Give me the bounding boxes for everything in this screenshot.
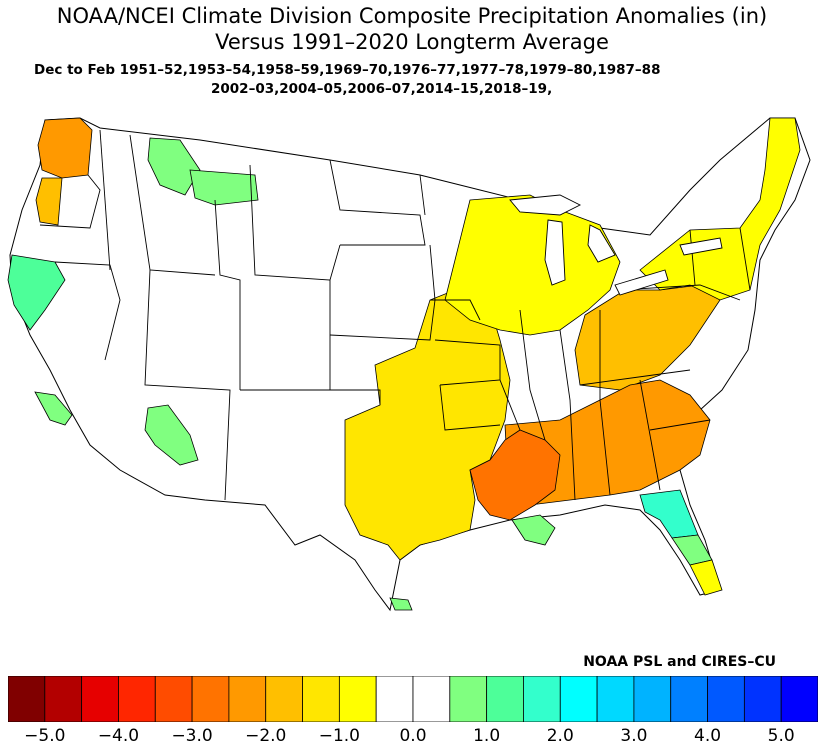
legend-swatch xyxy=(8,676,46,722)
anomaly-regions xyxy=(7,117,801,611)
legend-swatch xyxy=(302,676,340,722)
legend-label: 3.0 xyxy=(620,726,648,746)
legend-swatch xyxy=(633,676,672,722)
legend-label: −2.0 xyxy=(245,726,287,746)
region-louisiana-coast xyxy=(511,514,556,546)
legend-label: −1.0 xyxy=(318,726,360,746)
legend-swatch xyxy=(118,676,156,722)
region-north-florida xyxy=(639,489,699,539)
legend-swatch xyxy=(523,676,561,722)
region-ohio-valley xyxy=(574,284,721,391)
state-borders xyxy=(39,129,751,501)
legend-label: 0.0 xyxy=(399,726,427,746)
legend-swatch xyxy=(44,676,83,722)
legend-label: −5.0 xyxy=(24,726,66,746)
legend-swatch xyxy=(559,676,598,722)
region-western-washington xyxy=(37,117,93,179)
legend-swatch xyxy=(412,676,451,722)
period-line-1: Dec to Feb 1951–52,1953–54,1958–59,1969–… xyxy=(34,62,661,78)
region-western-oregon xyxy=(35,177,63,226)
region-northern-rockies-b xyxy=(189,169,259,206)
legend-swatch xyxy=(338,676,377,722)
legend-swatch xyxy=(486,676,524,722)
legend-label: 1.0 xyxy=(473,726,501,746)
legend-swatch xyxy=(780,676,818,722)
region-south-texas xyxy=(389,597,413,611)
legend-swatch xyxy=(707,676,745,722)
credit-label: NOAA PSL and CIRES–CU xyxy=(583,654,776,670)
chart-title: NOAA/NCEI Climate Division Composite Pre… xyxy=(56,4,768,28)
legend-label: 5.0 xyxy=(767,726,795,746)
legend-swatch xyxy=(191,676,230,722)
legend-swatch xyxy=(154,676,193,722)
legend-label: −3.0 xyxy=(171,726,213,746)
region-southern-california xyxy=(34,391,73,426)
great-lakes-water xyxy=(509,194,723,296)
period-line-2: 2002–03,2004–05,2006–07,2014–15,2018–19, xyxy=(211,81,553,97)
region-northeast xyxy=(639,117,801,301)
legend-swatch xyxy=(228,676,267,722)
legend-label: −4.0 xyxy=(97,726,140,746)
legend-swatch xyxy=(596,676,635,722)
region-northern-california xyxy=(7,254,66,331)
us-map xyxy=(7,117,811,612)
region-arizona xyxy=(144,404,199,466)
legend-swatch xyxy=(375,676,414,722)
region-great-lakes xyxy=(444,194,621,336)
legend-swatch xyxy=(449,676,488,722)
region-lower-mississippi xyxy=(469,429,561,521)
legend-label: 4.0 xyxy=(694,726,722,746)
legend-swatch xyxy=(81,676,119,722)
color-legend xyxy=(8,676,818,722)
legend-swatch xyxy=(670,676,708,722)
legend-swatch xyxy=(265,676,303,722)
region-northern-rockies-a xyxy=(147,137,201,196)
legend-label: 2.0 xyxy=(546,726,574,746)
region-south-florida xyxy=(689,559,723,596)
chart-subtitle: Versus 1991–2020 Longterm Average xyxy=(215,30,609,54)
legend-swatch xyxy=(743,676,782,722)
